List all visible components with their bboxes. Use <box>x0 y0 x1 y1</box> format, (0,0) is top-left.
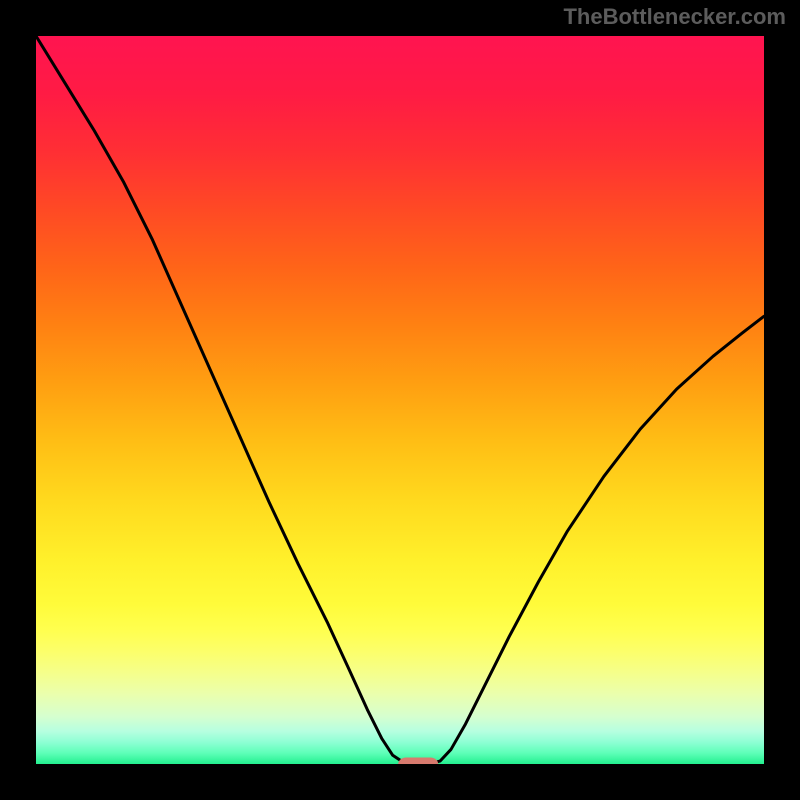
plot-area <box>36 36 764 764</box>
watermark-text: TheBottlenecker.com <box>563 4 786 30</box>
optimal-marker <box>398 757 438 764</box>
bottleneck-curve <box>36 36 764 764</box>
chart-container: TheBottlenecker.com <box>0 0 800 800</box>
curve-layer <box>36 36 764 764</box>
